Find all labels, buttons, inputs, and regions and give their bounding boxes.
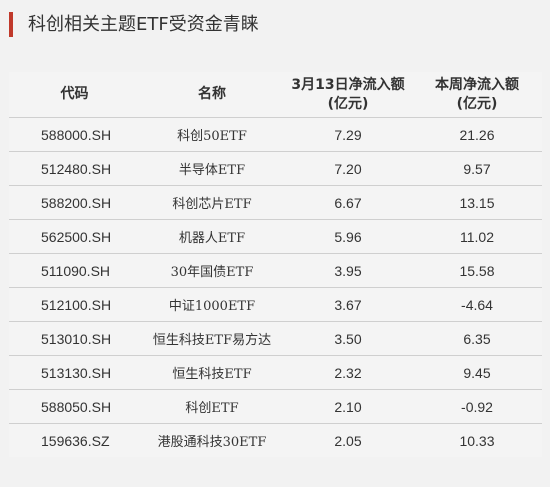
cell-week-flow: 21.26: [412, 117, 542, 152]
cell-day-flow: 7.29: [284, 117, 412, 152]
table-row: 588200.SH 科创芯片ETF 6.67 13.15: [9, 185, 542, 220]
cell-day-flow: 2.10: [284, 389, 412, 424]
page-title: 科创相关主题ETF受资金青睐: [28, 14, 259, 35]
cell-week-flow: 9.57: [412, 151, 542, 186]
cell-name: 机器人ETF: [140, 219, 284, 254]
cell-name: 科创50ETF: [140, 117, 284, 152]
cell-day-flow: 5.96: [284, 219, 412, 254]
cell-name: 恒生科技ETF: [140, 355, 284, 390]
header-day-flow-label: 3月13日净流入额: [291, 76, 405, 93]
header-code-label: 代码: [60, 86, 89, 102]
table-row: 513130.SH 恒生科技ETF 2.32 9.45: [9, 355, 542, 390]
header-name: 名称: [140, 72, 284, 118]
table-row: 511090.SH 30年国债ETF 3.95 15.58: [9, 253, 542, 288]
table-row: 159636.SZ 港股通科技30ETF 2.05 10.33: [9, 424, 542, 458]
cell-code: 588200.SH: [9, 185, 140, 220]
header-week-flow-unit: (亿元): [456, 95, 498, 112]
cell-week-flow: 6.35: [412, 321, 542, 356]
table-row: 512480.SH 半导体ETF 7.20 9.57: [9, 151, 542, 186]
table-header-row: 代码 名称 3月13日净流入额 (亿元) 本周净流入额 (亿元): [9, 72, 542, 118]
etf-flow-table: 代码 名称 3月13日净流入额 (亿元) 本周净流入额 (亿元) 588000.…: [9, 72, 542, 457]
title-accent-bar: [9, 12, 13, 37]
cell-week-flow: -4.64: [412, 287, 542, 322]
cell-code: 511090.SH: [9, 253, 140, 288]
cell-name: 半导体ETF: [140, 151, 284, 186]
header-day-flow: 3月13日净流入额 (亿元): [284, 72, 412, 118]
cell-week-flow: 15.58: [412, 253, 542, 288]
cell-week-flow: -0.92: [412, 389, 542, 424]
cell-code: 588000.SH: [9, 117, 140, 152]
header-name-label: 名称: [198, 86, 226, 102]
cell-code: 512100.SH: [9, 287, 140, 322]
header-code: 代码: [9, 72, 140, 118]
cell-day-flow: 3.95: [284, 253, 412, 288]
cell-name: 科创ETF: [140, 389, 284, 424]
cell-day-flow: 7.20: [284, 151, 412, 186]
cell-day-flow: 6.67: [284, 185, 412, 220]
cell-week-flow: 9.45: [412, 355, 542, 390]
cell-name: 中证1000ETF: [140, 287, 284, 322]
cell-day-flow: 2.05: [334, 432, 362, 449]
cell-day-flow: 3.67: [284, 287, 412, 322]
cell-code: 513010.SH: [9, 321, 140, 356]
cell-day-flow: 3.50: [284, 321, 412, 356]
table-row: 562500.SH 机器人ETF 5.96 11.02: [9, 219, 542, 254]
cell-code: 513130.SH: [9, 355, 140, 390]
cell-week-flow: 13.15: [412, 185, 542, 220]
cell-code: 588050.SH: [9, 389, 140, 424]
table-row: 513010.SH 恒生科技ETF易方达 3.50 6.35: [9, 321, 542, 356]
cell-code: 562500.SH: [9, 219, 140, 254]
cell-name: 30年国债ETF: [140, 253, 284, 288]
cell-name: 恒生科技ETF易方达: [140, 321, 284, 356]
etf-flow-table-container: 代码 名称 3月13日净流入额 (亿元) 本周净流入额 (亿元) 588000.…: [9, 72, 542, 457]
header-week-flow: 本周净流入额 (亿元): [412, 72, 542, 118]
cell-code: 159636.SZ: [41, 432, 110, 449]
cell-name: 港股通科技30ETF: [157, 435, 267, 450]
cell-week-flow: 11.02: [412, 219, 542, 254]
cell-day-flow: 2.32: [284, 355, 412, 390]
header-day-flow-unit: (亿元): [327, 95, 369, 112]
table-row: 588000.SH 科创50ETF 7.29 21.26: [9, 117, 542, 152]
cell-name: 科创芯片ETF: [140, 185, 284, 220]
cell-week-flow: 10.33: [459, 432, 495, 449]
cell-code: 512480.SH: [9, 151, 140, 186]
table-row: 512100.SH 中证1000ETF 3.67 -4.64: [9, 287, 542, 322]
header-week-flow-label: 本周净流入额: [435, 76, 519, 93]
table-row: 588050.SH 科创ETF 2.10 -0.92: [9, 389, 542, 424]
